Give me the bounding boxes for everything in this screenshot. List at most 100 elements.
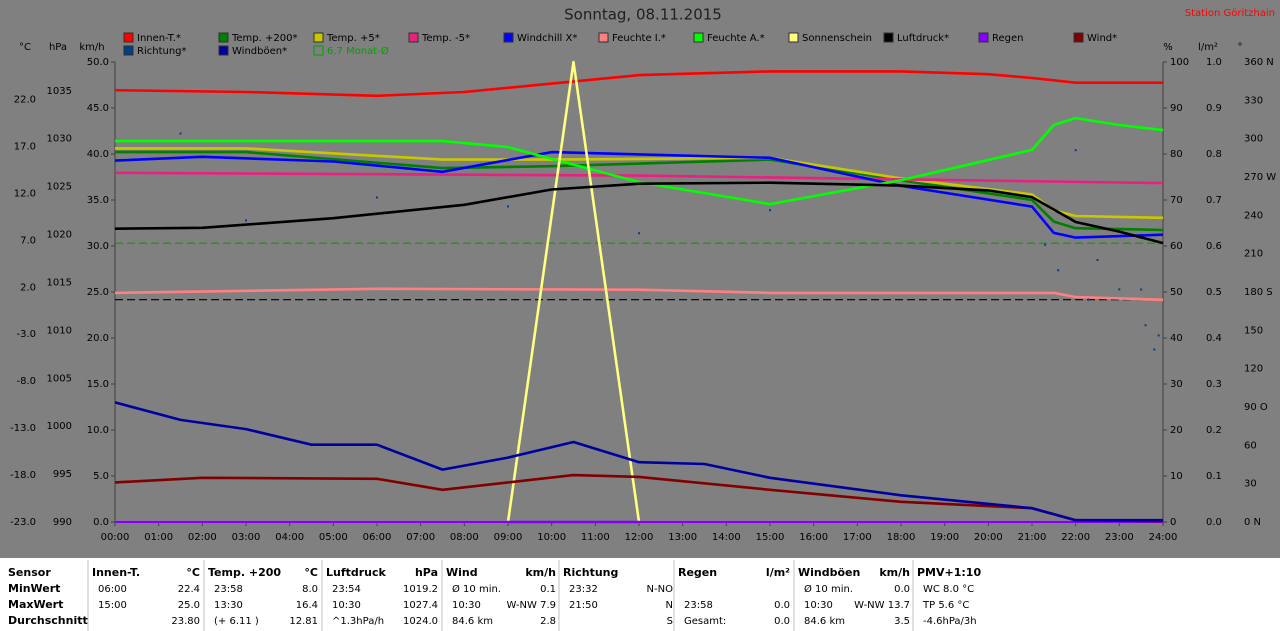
x-tick-label: 09:00 — [494, 532, 523, 543]
y-tick-label: -3.0 — [16, 329, 36, 340]
y-tick-label: 5.0 — [93, 471, 109, 482]
direction-dot — [1096, 259, 1099, 262]
y-tick-label: 1020 — [47, 230, 72, 241]
y-tick-label: 0.8 — [1206, 149, 1222, 160]
x-tick-label: 05:00 — [319, 532, 348, 543]
y-tick-label: 100 — [1170, 57, 1189, 68]
table-row-label: MinWert — [8, 582, 60, 595]
y-tick-label: 20 — [1170, 425, 1183, 436]
chart-title: Sonntag, 08.11.2015 — [564, 6, 722, 24]
x-tick-label: 18:00 — [887, 532, 916, 543]
legend-swatch — [408, 32, 419, 43]
legend-swatch — [218, 32, 229, 43]
station-name: Station Göritzhain — [1185, 8, 1275, 19]
table-cell: ^1.3hPa/h — [332, 616, 384, 627]
y-tick-label: 22.0 — [14, 95, 36, 106]
x-tick-label: 04:00 — [275, 532, 304, 543]
x-tick-label: 14:00 — [712, 532, 741, 543]
table-unit: km/h — [525, 566, 556, 579]
y-tick-label: 240 — [1244, 210, 1263, 221]
table-cell: 1024.0 — [403, 616, 438, 627]
table-header: Luftdruck — [326, 566, 387, 579]
legend-label: 6.7 Monat-Ø — [327, 45, 389, 57]
y-tick-label: 0 N — [1244, 517, 1261, 528]
y-tick-label: -13.0 — [10, 423, 36, 434]
table-header: PMV+1:10 — [917, 566, 981, 579]
x-tick-label: 23:00 — [1105, 532, 1134, 543]
table-header: Richtung — [563, 566, 618, 579]
legend-label: Temp. -5* — [421, 33, 470, 44]
y-tick-label: 60 — [1244, 440, 1257, 451]
y-tick-label: 0 — [1170, 517, 1176, 528]
y-tick-label: 0.5 — [1206, 287, 1222, 298]
y-tick-label: 1000 — [47, 421, 72, 432]
y-tick-label: 1030 — [47, 134, 72, 145]
table-cell: 84.6 km — [452, 616, 493, 627]
y-tick-label: 1.0 — [1206, 57, 1222, 68]
direction-dot — [1074, 149, 1077, 152]
legend-label: Windböen* — [232, 46, 287, 57]
legend-label: Temp. +5* — [326, 33, 380, 44]
y-tick-label: -23.0 — [10, 517, 36, 528]
y-tick-label: 0.0 — [93, 517, 109, 528]
table-cell: 3.5 — [894, 616, 910, 627]
direction-dot — [376, 196, 378, 199]
y-tick-label: -18.0 — [10, 470, 36, 481]
table-cell: 0.0 — [894, 584, 910, 595]
y-tick-label: 70 — [1170, 195, 1183, 206]
legend-label: Windchill X* — [517, 33, 577, 44]
x-tick-label: 19:00 — [930, 532, 959, 543]
x-tick-label: 20:00 — [974, 532, 1003, 543]
legend-swatch — [313, 32, 324, 43]
x-tick-label: 03:00 — [232, 532, 261, 543]
y-tick-label: 0.0 — [1206, 517, 1222, 528]
table-cell: W-NW 7.9 — [506, 600, 556, 611]
y-tick-label: 210 — [1244, 249, 1263, 260]
table-cell: 8.0 — [302, 584, 318, 595]
y-tick-label: 180 S — [1244, 287, 1273, 298]
y-tick-label: 0.6 — [1206, 241, 1222, 252]
series-line — [114, 401, 1163, 522]
x-tick-label: 17:00 — [843, 532, 872, 543]
y-tick-label: 0.2 — [1206, 425, 1222, 436]
legend-label: Feuchte A.* — [707, 33, 765, 44]
legend-label: Feuchte I.* — [612, 33, 666, 44]
series-line — [114, 171, 1164, 185]
table-background — [0, 558, 1280, 631]
y-tick-label: 1035 — [47, 86, 72, 97]
table-cell: 1027.4 — [403, 600, 438, 611]
table-cell: 06:00 — [98, 584, 127, 595]
legend-swatch — [503, 32, 514, 43]
y-tick-label: 90 — [1170, 103, 1183, 114]
table-header: Wind — [446, 566, 478, 579]
y-tick-label: 45.0 — [87, 103, 109, 114]
legend-label: Temp. +200* — [231, 33, 297, 44]
y-tick-label: 120 — [1244, 364, 1263, 375]
y-tick-label: 0.4 — [1206, 333, 1222, 344]
x-tick-label: 06:00 — [363, 532, 392, 543]
legend-swatch — [883, 32, 894, 43]
legend-label: Luftdruck* — [897, 33, 949, 44]
y-tick-label: 990 — [53, 517, 72, 528]
x-tick-label: 21:00 — [1018, 532, 1047, 543]
legend-swatch — [218, 45, 229, 56]
x-tick-label: 02:00 — [188, 532, 217, 543]
x-tick-label: 22:00 — [1061, 532, 1090, 543]
legend-label: Wind* — [1087, 33, 1117, 44]
axis-unit: ° — [1238, 42, 1243, 53]
y-tick-label: 360 N — [1244, 57, 1274, 68]
table-cell: -4.6hPa/3h — [923, 616, 977, 627]
direction-dot — [1087, 298, 1090, 301]
x-tick-label: 08:00 — [450, 532, 479, 543]
y-tick-label: 0.9 — [1206, 103, 1222, 114]
y-tick-label: 17.0 — [14, 141, 36, 152]
table-cell: (+ 6.11 ) — [214, 616, 259, 627]
y-tick-label: 40 — [1170, 333, 1183, 344]
legend-label: Richtung* — [137, 46, 187, 57]
table-cell: 10:30 — [332, 600, 361, 611]
table-cell: 22.4 — [178, 584, 200, 595]
direction-dot — [245, 219, 247, 222]
direction-dot — [769, 209, 771, 212]
series-line — [115, 150, 1164, 232]
